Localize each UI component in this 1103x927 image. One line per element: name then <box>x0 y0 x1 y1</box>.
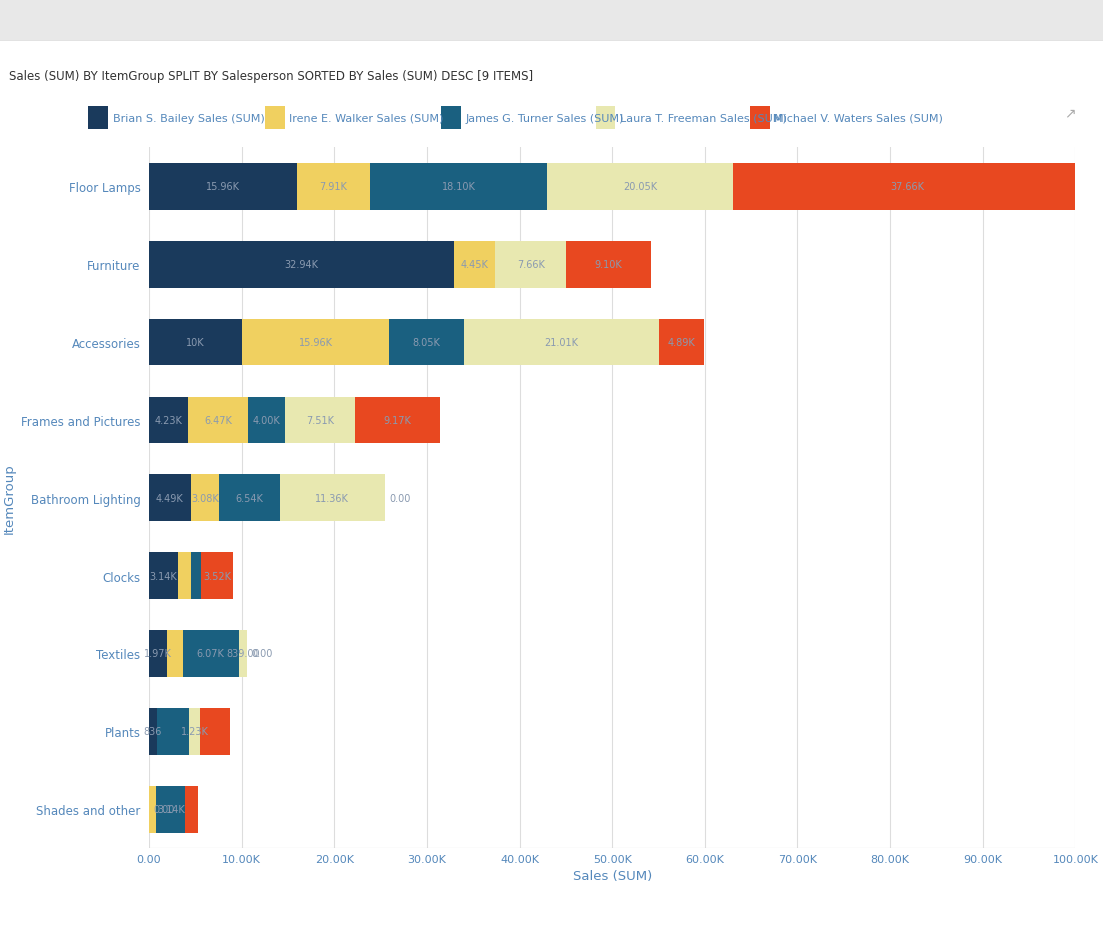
Bar <box>157 708 189 755</box>
Text: 3.08K: 3.08K <box>191 493 218 503</box>
Text: 4.00K: 4.00K <box>253 415 280 425</box>
Bar <box>371 164 547 210</box>
Bar <box>189 708 201 755</box>
Bar <box>495 242 566 288</box>
Text: 4.23K: 4.23K <box>154 415 182 425</box>
Bar <box>149 786 157 832</box>
Text: 3.52K: 3.52K <box>203 571 231 581</box>
Text: 10K: 10K <box>186 337 204 348</box>
Text: 9.17K: 9.17K <box>383 415 411 425</box>
Text: 32.94K: 32.94K <box>285 260 319 270</box>
Text: 8.05K: 8.05K <box>413 337 441 348</box>
Bar <box>285 397 355 444</box>
X-axis label: Sales (SUM): Sales (SUM) <box>572 870 652 883</box>
Text: 37.66K: 37.66K <box>890 183 924 192</box>
Bar <box>149 552 178 600</box>
Text: 6.07K: 6.07K <box>196 649 225 659</box>
Bar <box>355 397 440 444</box>
Bar <box>149 320 242 366</box>
Bar <box>178 552 191 600</box>
Text: 4.45K: 4.45K <box>461 260 489 270</box>
Bar <box>566 242 651 288</box>
Bar <box>454 242 495 288</box>
Text: 7.91K: 7.91K <box>320 183 347 192</box>
Text: 0.00: 0.00 <box>389 493 411 503</box>
Bar <box>183 630 239 677</box>
Bar <box>185 786 199 832</box>
Bar <box>157 786 185 832</box>
Bar <box>219 475 280 522</box>
Text: 20.05K: 20.05K <box>623 183 657 192</box>
Text: 21.01K: 21.01K <box>545 337 578 348</box>
Text: 6.54K: 6.54K <box>235 493 264 503</box>
Bar <box>149 475 191 522</box>
Text: 6.47K: 6.47K <box>204 415 232 425</box>
Bar <box>201 552 234 600</box>
Text: 836: 836 <box>143 727 162 737</box>
Bar <box>149 397 189 444</box>
Bar <box>297 164 371 210</box>
Text: 1.97K: 1.97K <box>144 649 172 659</box>
Text: Michael V. Waters Sales (SUM): Michael V. Waters Sales (SUM) <box>774 114 943 123</box>
Bar <box>732 164 1082 210</box>
Bar <box>389 320 464 366</box>
Text: 0.00: 0.00 <box>251 649 272 659</box>
Text: 15.96K: 15.96K <box>206 183 239 192</box>
Bar <box>248 397 285 444</box>
Bar <box>191 552 201 600</box>
Text: 7.66K: 7.66K <box>517 260 545 270</box>
Text: 0.00: 0.00 <box>153 805 175 814</box>
Text: 11.36K: 11.36K <box>315 493 350 503</box>
Bar <box>280 475 385 522</box>
Bar <box>242 320 389 366</box>
Text: 1.23K: 1.23K <box>181 727 208 737</box>
Y-axis label: ItemGroup: ItemGroup <box>2 463 15 534</box>
Text: 839.00: 839.00 <box>226 649 259 659</box>
Bar <box>168 630 183 677</box>
Text: 3.14K: 3.14K <box>157 805 184 814</box>
Text: 18.10K: 18.10K <box>441 183 475 192</box>
Text: Irene E. Walker Sales (SUM): Irene E. Walker Sales (SUM) <box>289 114 443 123</box>
Bar <box>149 630 168 677</box>
Bar <box>149 164 297 210</box>
Text: 4.89K: 4.89K <box>667 337 695 348</box>
Text: Laura T. Freeman Sales (SUM): Laura T. Freeman Sales (SUM) <box>620 114 786 123</box>
Bar <box>464 320 658 366</box>
Bar <box>149 242 454 288</box>
Text: James G. Turner Sales (SUM): James G. Turner Sales (SUM) <box>465 114 624 123</box>
Text: 7.51K: 7.51K <box>306 415 334 425</box>
Bar <box>239 630 247 677</box>
Bar <box>191 475 219 522</box>
Text: 15.96K: 15.96K <box>299 337 332 348</box>
Text: Brian S. Bailey Sales (SUM): Brian S. Bailey Sales (SUM) <box>113 114 265 123</box>
Text: Sales (SUM) BY ItemGroup SPLIT BY Salesperson SORTED BY Sales (SUM) DESC [9 ITEM: Sales (SUM) BY ItemGroup SPLIT BY Salesp… <box>9 70 533 83</box>
Text: 3.14K: 3.14K <box>150 571 178 581</box>
Bar <box>547 164 732 210</box>
Bar <box>201 708 231 755</box>
Text: ↗: ↗ <box>1063 107 1075 121</box>
Bar <box>189 397 248 444</box>
Text: 4.49K: 4.49K <box>156 493 183 503</box>
Bar <box>658 320 704 366</box>
Bar <box>149 708 157 755</box>
Text: 9.10K: 9.10K <box>595 260 622 270</box>
